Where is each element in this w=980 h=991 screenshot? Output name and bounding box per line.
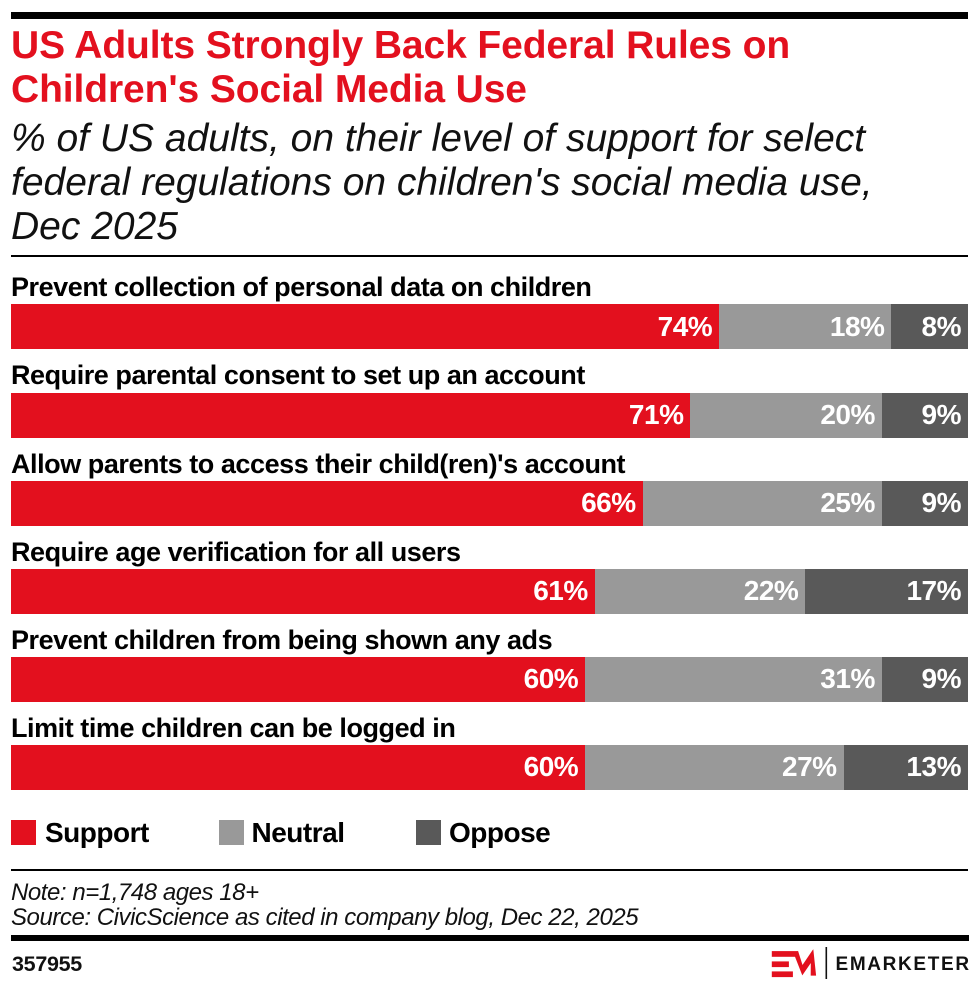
svg-text:EMARKETER: EMARKETER xyxy=(836,954,971,975)
